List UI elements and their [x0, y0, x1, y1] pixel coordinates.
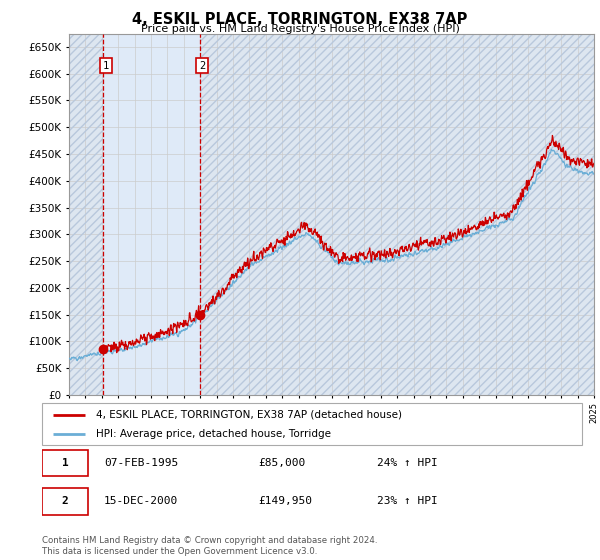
Text: 4, ESKIL PLACE, TORRINGTON, EX38 7AP: 4, ESKIL PLACE, TORRINGTON, EX38 7AP — [133, 12, 467, 27]
Text: 2: 2 — [199, 60, 205, 71]
Text: £149,950: £149,950 — [258, 496, 312, 506]
Text: 15-DEC-2000: 15-DEC-2000 — [104, 496, 178, 506]
Text: 1: 1 — [103, 60, 109, 71]
FancyBboxPatch shape — [42, 488, 88, 515]
Text: Contains HM Land Registry data © Crown copyright and database right 2024.
This d: Contains HM Land Registry data © Crown c… — [42, 536, 377, 556]
Bar — [200, 34, 594, 395]
Bar — [103, 34, 200, 395]
Bar — [200, 34, 594, 395]
Bar — [69, 34, 103, 395]
FancyBboxPatch shape — [42, 403, 582, 445]
Text: HPI: Average price, detached house, Torridge: HPI: Average price, detached house, Torr… — [96, 429, 331, 439]
Text: 1: 1 — [62, 458, 68, 468]
Text: 24% ↑ HPI: 24% ↑ HPI — [377, 458, 437, 468]
FancyBboxPatch shape — [42, 450, 88, 477]
Text: £85,000: £85,000 — [258, 458, 305, 468]
Text: Price paid vs. HM Land Registry's House Price Index (HPI): Price paid vs. HM Land Registry's House … — [140, 24, 460, 34]
Text: 2: 2 — [62, 496, 68, 506]
Text: 4, ESKIL PLACE, TORRINGTON, EX38 7AP (detached house): 4, ESKIL PLACE, TORRINGTON, EX38 7AP (de… — [96, 409, 402, 419]
Text: 23% ↑ HPI: 23% ↑ HPI — [377, 496, 437, 506]
Bar — [69, 34, 103, 395]
Text: 07-FEB-1995: 07-FEB-1995 — [104, 458, 178, 468]
